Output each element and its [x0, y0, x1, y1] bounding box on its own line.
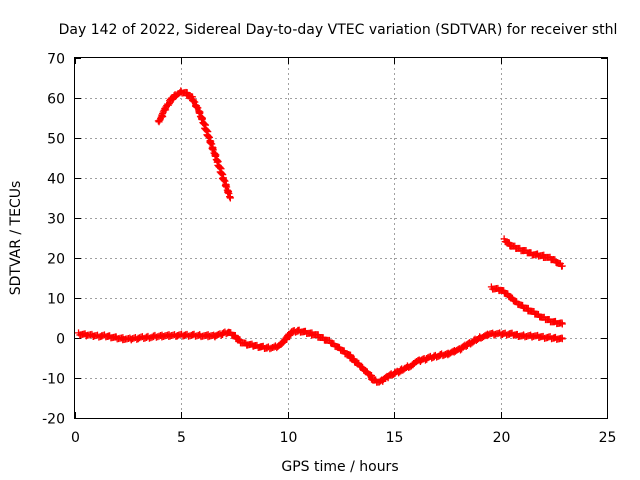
data-point [558, 262, 566, 270]
x-tick-label: 25 [599, 430, 617, 446]
chart-title: Day 142 of 2022, Sidereal Day-to-day VTE… [59, 22, 618, 38]
data-point [158, 111, 166, 119]
data-point [558, 335, 566, 343]
data-series [75, 87, 566, 386]
x-axis-label: GPS time / hours [281, 459, 398, 475]
x-tick-label: 10 [280, 430, 298, 446]
y-tick-label: 30 [47, 212, 65, 228]
grid [75, 58, 607, 418]
data-point [156, 116, 164, 124]
data-point [155, 118, 163, 126]
series-upper-right [500, 235, 566, 270]
y-tick-label: 10 [47, 292, 65, 308]
y-tick-label: 60 [47, 92, 65, 108]
axis-ticks: -20 -10 0 10 20 30 40 50 60 70 0 5 10 15 20 25 [42, 52, 616, 447]
data-point [198, 116, 206, 124]
series-main [75, 326, 566, 386]
y-axis-label: SDTVAR / TECUs [8, 181, 24, 296]
x-tick-label: 0 [71, 430, 80, 446]
x-tick-label: 15 [386, 430, 404, 446]
data-point [226, 194, 234, 202]
series-middle-right [487, 283, 566, 328]
x-tick-label: 20 [493, 430, 511, 446]
plot-frame [74, 57, 608, 419]
y-tick-label: -10 [42, 372, 65, 388]
y-tick-label: 0 [56, 332, 65, 348]
y-tick-label: 40 [47, 172, 65, 188]
x-tick-label: 5 [177, 430, 186, 446]
data-point [159, 109, 167, 117]
y-tick-label: 70 [47, 52, 65, 68]
y-tick-label: 50 [47, 132, 65, 148]
y-tick-label: -20 [42, 412, 65, 428]
data-point [196, 109, 204, 117]
series-arc [154, 87, 234, 202]
y-tick-label: 20 [47, 252, 65, 268]
data-point [558, 320, 566, 328]
